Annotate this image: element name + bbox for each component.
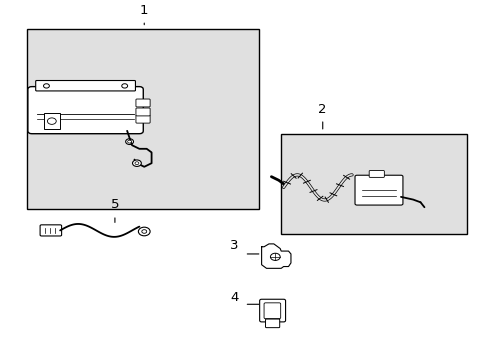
FancyBboxPatch shape <box>136 99 150 107</box>
Text: 1: 1 <box>140 4 148 17</box>
FancyBboxPatch shape <box>36 81 135 91</box>
FancyBboxPatch shape <box>354 175 402 205</box>
FancyBboxPatch shape <box>259 299 285 322</box>
FancyBboxPatch shape <box>265 319 279 328</box>
FancyBboxPatch shape <box>368 171 384 177</box>
Circle shape <box>135 162 139 165</box>
Text: 2: 2 <box>318 103 326 116</box>
Circle shape <box>127 140 131 143</box>
Circle shape <box>132 160 141 166</box>
FancyBboxPatch shape <box>40 225 61 236</box>
Text: 3: 3 <box>230 239 239 252</box>
FancyBboxPatch shape <box>136 108 150 116</box>
Circle shape <box>122 84 127 88</box>
Bar <box>27 29 259 209</box>
FancyBboxPatch shape <box>136 115 150 123</box>
Bar <box>44 113 60 129</box>
Text: 5: 5 <box>110 198 119 211</box>
Polygon shape <box>261 244 290 268</box>
Circle shape <box>138 227 150 236</box>
FancyBboxPatch shape <box>28 87 143 134</box>
Bar <box>281 134 466 234</box>
Text: 4: 4 <box>230 291 239 304</box>
Circle shape <box>125 139 133 144</box>
Circle shape <box>43 84 49 88</box>
